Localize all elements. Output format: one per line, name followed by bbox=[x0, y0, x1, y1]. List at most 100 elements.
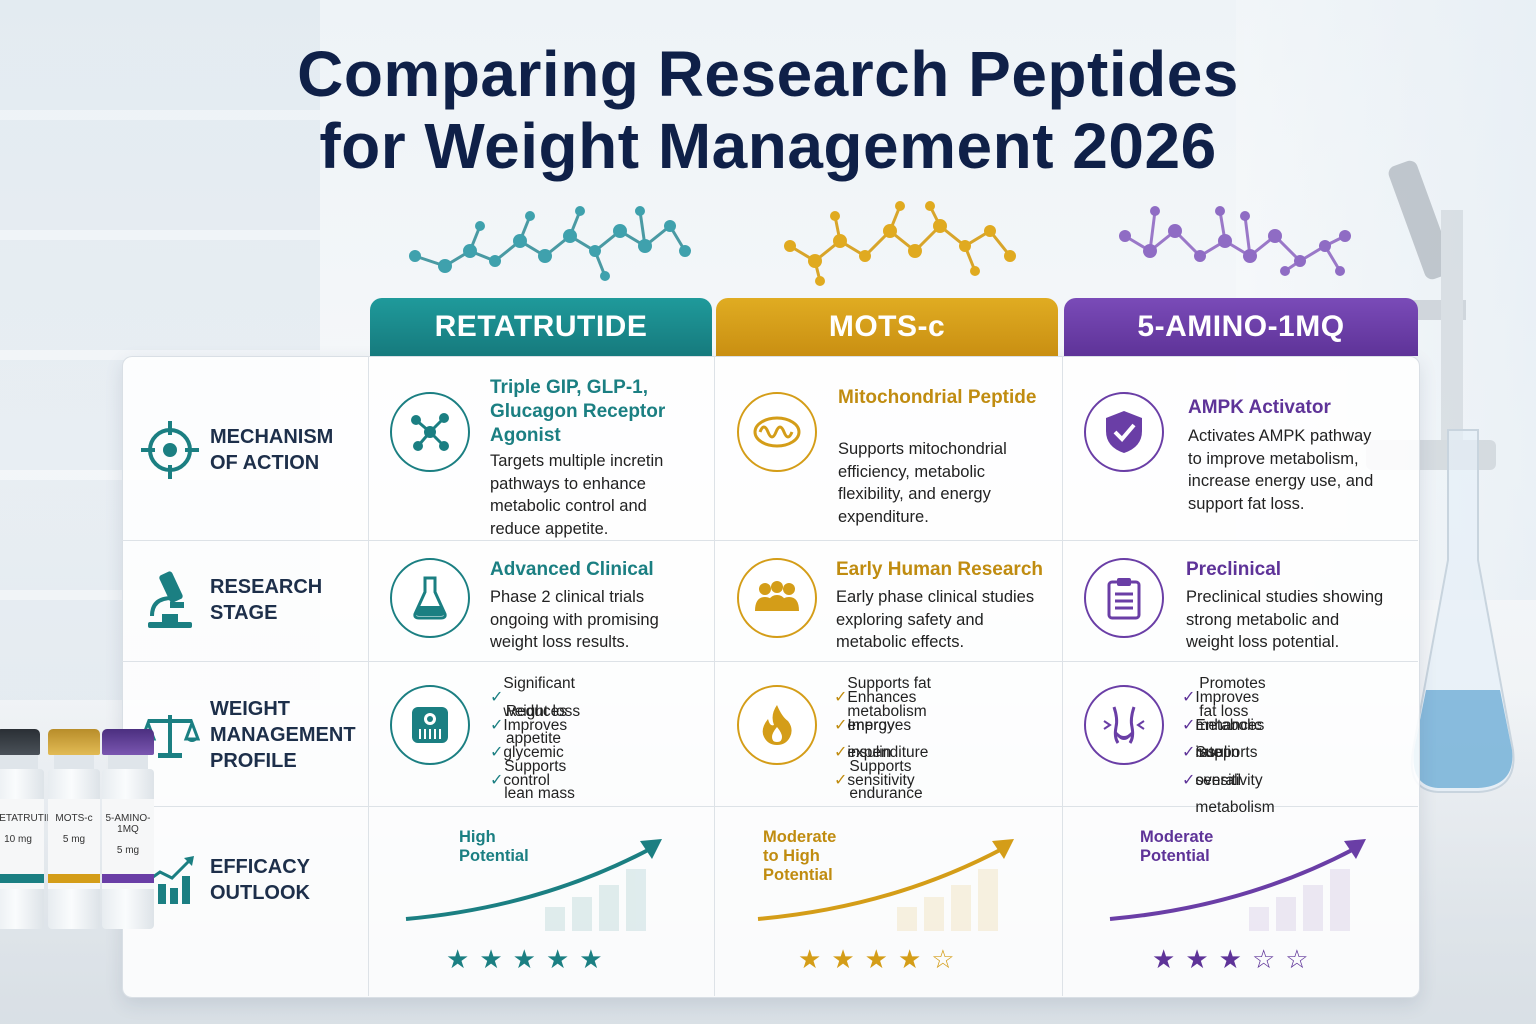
column-divider bbox=[1062, 356, 1063, 996]
target-icon bbox=[141, 421, 199, 479]
molecule-icon bbox=[390, 392, 470, 472]
list-item-text: Supports endurance bbox=[849, 757, 923, 803]
list-item: ✓ Significant weight loss bbox=[490, 675, 586, 720]
cell-title: Mitochondrial Peptide bbox=[838, 387, 1037, 408]
filled-star-icon: ★ bbox=[579, 944, 613, 974]
list-item: ✓ Promotes fat loss bbox=[1182, 675, 1285, 720]
row-label-line: RESEARCH bbox=[210, 576, 323, 598]
list-item-text: Improves metabolic rate bbox=[1195, 689, 1262, 761]
benefit-list: ✓ Supports fat metabolism ✓ Enhances energ… bbox=[834, 675, 939, 803]
filled-star-icon: ★ bbox=[512, 944, 546, 974]
bathroom-scale-icon bbox=[390, 685, 470, 765]
list-item: ✓ Improves metabolic rate bbox=[1182, 689, 1285, 761]
flame-icon bbox=[737, 685, 817, 765]
outlook-label: Moderate Potential bbox=[1140, 828, 1214, 865]
filled-star-icon: ★ bbox=[545, 944, 580, 974]
list-item-text: Improves insulin sensitivity bbox=[847, 716, 915, 789]
row-label-line: OUTLOOK bbox=[210, 882, 310, 904]
row-label-efficacy: EFFICACY OUTLOOK bbox=[130, 840, 366, 920]
vial-label-name: MOTS-c bbox=[55, 813, 93, 824]
filled-star-icon: ★ bbox=[864, 944, 898, 974]
vial-label-dose: 5 mg bbox=[116, 845, 140, 856]
trend-arrow-graphic bbox=[1109, 839, 1366, 931]
benefit-list: ✓ Promotes fat loss ✓ Improves metabolic r… bbox=[1182, 675, 1285, 816]
empty-star-icon: ☆ bbox=[1251, 944, 1286, 974]
title-line-1: Comparing Research Peptides bbox=[297, 38, 1239, 110]
star-rating: ★★★★★ bbox=[446, 944, 613, 975]
cell-description: Early phase clinical studies exploring s… bbox=[836, 588, 1035, 651]
outlook-label: High Potential bbox=[459, 828, 529, 865]
list-item: ✓ Improves insulin sensitivity bbox=[834, 717, 939, 789]
cell-description: Supports mitochondrial efficiency, metab… bbox=[838, 440, 1007, 526]
list-item: ✓ Supports lean mass bbox=[490, 758, 586, 803]
list-item: ✓ Enhances insulin sensitivity bbox=[1182, 717, 1285, 789]
column-divider bbox=[368, 356, 369, 996]
filled-star-icon: ★ bbox=[446, 944, 480, 974]
list-item-text: Enhances energy expenditure bbox=[847, 689, 929, 761]
microscope-icon bbox=[148, 571, 192, 628]
column-header-5-amino-1mq: 5-AMINO-1MQ bbox=[1064, 298, 1418, 356]
star-rating: ★★★★☆ bbox=[798, 944, 965, 975]
list-item-text: Supports lean mass bbox=[504, 757, 575, 803]
row-label-line: STAGE bbox=[210, 602, 278, 624]
list-item-text: Promotes fat loss bbox=[1199, 675, 1266, 720]
vial-label-name: RETATRUTIDE bbox=[0, 813, 61, 824]
row-label-line: MECHANISM bbox=[210, 426, 334, 448]
filled-star-icon: ★ bbox=[897, 944, 932, 974]
cell-title: Early Human Research bbox=[836, 559, 1043, 580]
column-header-retatrutide: RETATRUTIDE bbox=[370, 298, 712, 356]
row-label-line: WEIGHT bbox=[210, 698, 290, 720]
list-item: ✓ Supports endurance bbox=[834, 758, 939, 803]
cell-title: Triple GIP, GLP-1, Glucagon Receptor Ago… bbox=[490, 377, 666, 446]
vial-label-dose: 5 mg bbox=[62, 834, 86, 845]
filled-star-icon: ★ bbox=[1152, 944, 1186, 974]
row-label-mechanism: MECHANISM OF ACTION bbox=[130, 400, 366, 500]
cell-description: Phase 2 clinical trials ongoing with pro… bbox=[490, 588, 659, 651]
empty-star-icon: ☆ bbox=[931, 944, 965, 974]
flask-icon bbox=[390, 558, 470, 638]
cell-description: Activates AMPK pathway to improve metabo… bbox=[1188, 427, 1374, 513]
cell-description: Preclinical studies showing strong metab… bbox=[1186, 588, 1384, 651]
filled-star-icon: ★ bbox=[479, 944, 513, 974]
waist-icon bbox=[1084, 685, 1164, 765]
star-rating: ★★★☆☆ bbox=[1152, 944, 1319, 975]
list-item-text: Significant weight loss bbox=[503, 675, 581, 720]
molecule-illustration-teal bbox=[409, 206, 691, 281]
filled-star-icon: ★ bbox=[798, 944, 832, 974]
row-label-line: MANAGEMENT bbox=[210, 724, 356, 746]
outlook-label: Moderate to High Potential bbox=[763, 828, 837, 884]
row-divider bbox=[122, 661, 1418, 662]
list-item-text: Reduces appetite bbox=[505, 702, 568, 748]
beaker-background-icon bbox=[1410, 429, 1515, 793]
trend-arrow-graphic bbox=[757, 839, 1014, 931]
row-label-line: PROFILE bbox=[210, 750, 297, 772]
cell-title: Advanced Clinical bbox=[490, 559, 654, 580]
row-divider bbox=[122, 806, 1418, 807]
list-item-text: Improves glycemic control bbox=[503, 716, 568, 789]
mitochondria-icon bbox=[737, 392, 817, 472]
row-label-line: EFFICACY bbox=[210, 856, 310, 878]
page-title: Comparing Research Peptides for Weight M… bbox=[0, 38, 1536, 182]
column-header-mots-c: MOTS-c bbox=[716, 298, 1058, 356]
row-label-stage: RESEARCH STAGE bbox=[130, 555, 366, 645]
benefit-list: ✓ Significant weight loss ✓ Reduces appeti… bbox=[490, 675, 586, 803]
list-item-text: Supports overall metabolism bbox=[1195, 744, 1275, 816]
vial-5-amino-1mq: 5-AMINO-1MQ 5 mg bbox=[102, 729, 154, 929]
molecule-illustration-purple bbox=[1119, 206, 1351, 276]
list-item: ✓ Improves glycemic control bbox=[490, 717, 586, 789]
vial-retatrutide: RETATRUTIDE 10 mg bbox=[0, 729, 61, 929]
filled-star-icon: ★ bbox=[1185, 944, 1219, 974]
list-item-text: Enhances insulin sensitivity bbox=[1195, 716, 1265, 789]
vial-label-dose: 10 mg bbox=[4, 834, 32, 845]
shield-check-icon bbox=[1084, 392, 1164, 472]
title-line-2: for Weight Management 2026 bbox=[319, 110, 1217, 182]
filled-star-icon: ★ bbox=[1218, 944, 1252, 974]
cell-title: AMPK Activator bbox=[1188, 397, 1331, 418]
row-divider bbox=[122, 540, 1418, 541]
clipboard-icon bbox=[1084, 558, 1164, 638]
people-icon bbox=[737, 558, 817, 638]
list-item: ✓ Enhances energy expenditure bbox=[834, 689, 939, 761]
row-label-profile: WEIGHT MANAGEMENT PROFILE bbox=[130, 690, 366, 780]
cell-title: Preclinical bbox=[1186, 559, 1282, 580]
list-item: ✓ Supports fat metabolism bbox=[834, 675, 939, 720]
